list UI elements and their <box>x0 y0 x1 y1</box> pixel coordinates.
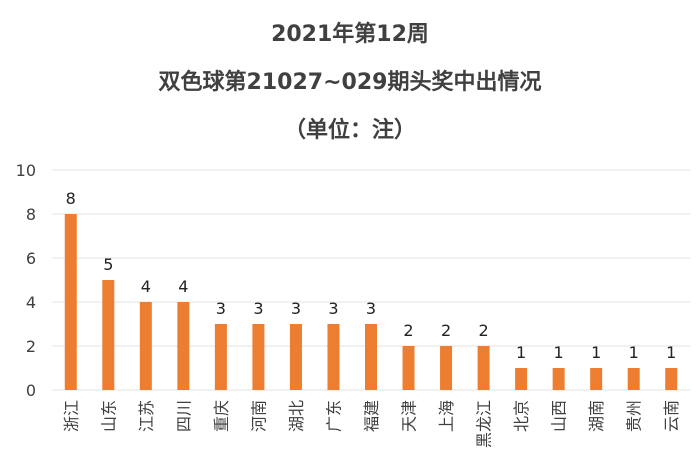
data-label: 3 <box>216 299 226 318</box>
x-tick-label: 浙江 <box>62 400 81 432</box>
data-label: 1 <box>554 343 564 362</box>
chart-unit-label: （单位：注） <box>283 118 416 143</box>
x-tick-label: 河南 <box>249 400 268 432</box>
y-tick-label: 8 <box>26 205 36 224</box>
data-label: 3 <box>291 299 301 318</box>
data-label: 1 <box>629 343 639 362</box>
data-label: 1 <box>666 343 676 362</box>
bar <box>402 346 415 390</box>
bar <box>64 214 77 390</box>
x-tick-label: 贵州 <box>625 400 644 432</box>
bar <box>665 368 678 390</box>
x-tick-label: 广东 <box>324 400 343 432</box>
x-tick-label: 上海 <box>437 400 456 432</box>
y-tick-label: 10 <box>16 161 36 180</box>
chart-title: 2021年第12周 <box>271 22 429 47</box>
x-tick-label: 福建 <box>362 400 381 432</box>
x-tick-label: 黑龙江 <box>475 400 494 448</box>
bar <box>627 368 640 390</box>
bar <box>477 346 490 390</box>
data-label: 1 <box>591 343 601 362</box>
bar <box>365 324 377 390</box>
x-tick-label: 四川 <box>174 400 193 432</box>
x-tick-label: 天津 <box>400 400 419 432</box>
y-tick-label: 0 <box>26 381 36 400</box>
x-tick-label: 湖北 <box>287 400 306 432</box>
data-label: 8 <box>66 189 76 208</box>
x-tick-label: 山东 <box>99 400 118 432</box>
bar <box>139 302 152 390</box>
y-tick-label: 6 <box>26 249 36 268</box>
bar <box>214 324 227 390</box>
data-label: 5 <box>103 255 113 274</box>
data-label: 1 <box>516 343 526 362</box>
x-tick-label: 云南 <box>662 400 681 432</box>
x-tick-label: 山西 <box>550 400 569 432</box>
bar <box>327 324 340 390</box>
bar <box>440 346 453 390</box>
data-label: 3 <box>253 299 263 318</box>
bar <box>177 302 190 390</box>
bar <box>102 280 115 390</box>
data-label: 3 <box>328 299 338 318</box>
data-label: 2 <box>478 321 488 340</box>
x-tick-label: 江苏 <box>137 400 156 432</box>
bar <box>590 368 603 390</box>
x-tick-label: 北京 <box>512 400 531 432</box>
bar <box>552 368 565 390</box>
bar <box>289 324 302 390</box>
bar <box>252 324 265 390</box>
y-tick-label: 4 <box>26 293 36 312</box>
data-label: 2 <box>403 321 413 340</box>
data-label: 4 <box>141 277 151 296</box>
bar <box>515 368 528 390</box>
chart-subtitle: 双色球第21027~029期头奖中出情况 <box>158 70 542 95</box>
data-label: 4 <box>178 277 188 296</box>
data-label: 2 <box>441 321 451 340</box>
x-tick-label: 重庆 <box>212 400 231 432</box>
y-tick-label: 2 <box>26 337 36 356</box>
data-label: 3 <box>366 299 376 318</box>
x-tick-label: 湖南 <box>587 400 606 432</box>
